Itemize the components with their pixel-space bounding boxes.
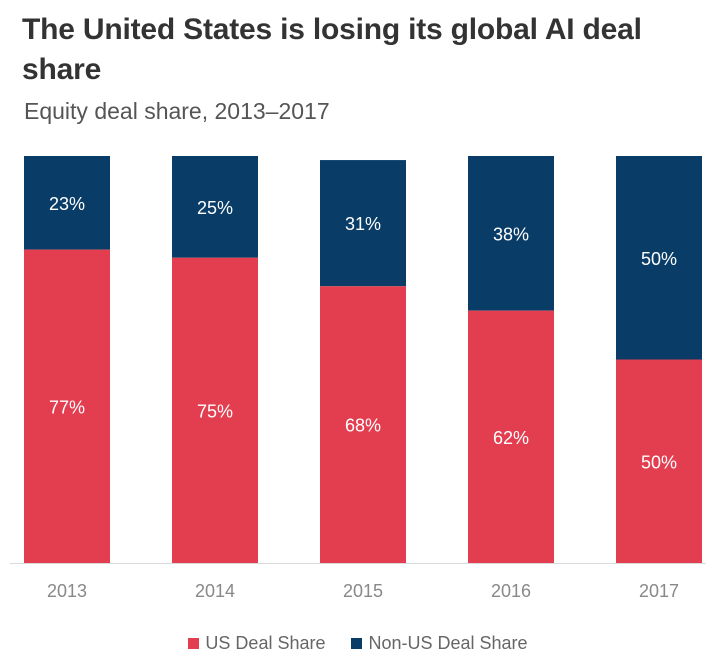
data-label-us-2014: 75% xyxy=(197,401,233,421)
x-tick-label-2014: 2014 xyxy=(195,581,235,601)
data-label-us-2017: 50% xyxy=(641,452,677,472)
data-label-non-us-2014: 25% xyxy=(197,198,233,218)
bar-segment-non-us-2013 xyxy=(24,156,110,250)
legend-swatch-us xyxy=(188,637,200,649)
bar-segment-us-2013 xyxy=(24,249,110,564)
legend-label-us: US Deal Share xyxy=(205,632,326,653)
bar-segment-non-us-2015 xyxy=(320,160,406,287)
bar-segment-us-2014 xyxy=(172,257,258,563)
bar-segment-non-us-2014 xyxy=(172,156,258,258)
stacked-bar-chart: 23% 77% 2013 25% 75% 2014 31% 68% 2015 38% 62% 2016… xyxy=(10,156,706,601)
bar-segment-us-2015 xyxy=(320,286,406,563)
data-label-non-us-2016: 38% xyxy=(493,224,529,244)
x-tick-label-2016: 2016 xyxy=(491,581,531,601)
x-tick-label-2013: 2013 xyxy=(47,581,87,601)
bar-segment-non-us-2016 xyxy=(468,156,554,311)
data-label-non-us-2013: 23% xyxy=(49,194,85,214)
data-label-us-2015: 68% xyxy=(345,416,381,436)
bar-segment-us-2017 xyxy=(616,359,702,563)
data-label-non-us-2015: 31% xyxy=(345,214,381,234)
x-tick-label-2017: 2017 xyxy=(639,581,679,601)
chart-legend: US Deal Share Non-US Deal Share xyxy=(0,630,716,656)
x-tick-label-2015: 2015 xyxy=(343,581,383,601)
chart-subtitle: Equity deal share, 2013–2017 xyxy=(24,98,330,124)
legend-item-non-us: Non-US Deal Share xyxy=(351,632,528,654)
data-label-non-us-2017: 50% xyxy=(641,249,677,269)
legend-label-non-us: Non-US Deal Share xyxy=(368,632,528,653)
data-label-us-2016: 62% xyxy=(493,428,529,448)
bar-segment-us-2016 xyxy=(468,310,554,563)
data-label-us-2013: 77% xyxy=(49,397,85,417)
chart-title: The United States is losing its global A… xyxy=(22,13,642,86)
bar-segment-non-us-2017 xyxy=(616,156,702,360)
legend-item-us: US Deal Share xyxy=(188,633,325,654)
legend-swatch-non-us xyxy=(351,637,363,649)
